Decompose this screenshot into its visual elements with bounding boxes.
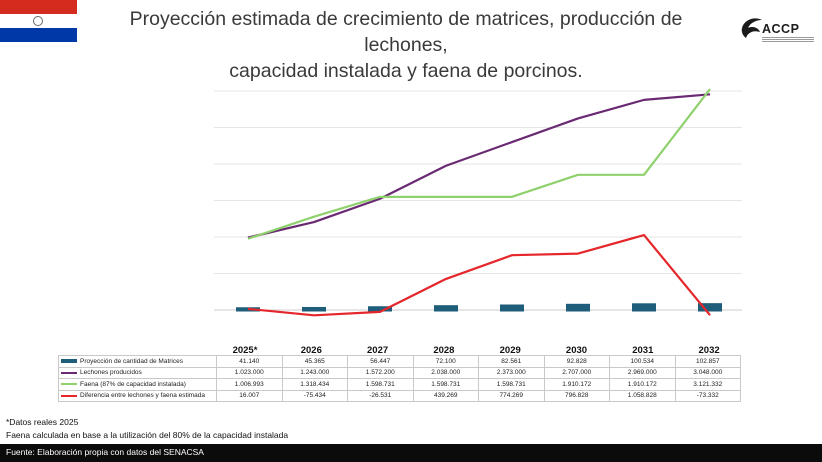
footer-bar: Fuente: Elaboración propia con datos del… [0, 444, 822, 462]
x-tick-label: 2029 [500, 345, 521, 356]
legend-key [61, 371, 77, 374]
table-cell: 439.269 [412, 389, 479, 402]
table-row-label: Diferencia entre lechones y faena estima… [58, 389, 217, 402]
table-cell: 45.365 [281, 355, 348, 368]
table-row-label: Lechones producidos [58, 366, 217, 379]
legend-label: Proyección de cantidad de Matrices [80, 357, 183, 365]
footer-source: Fuente: Elaboración propia con datos del… [6, 447, 204, 457]
series-line [247, 93, 711, 239]
accp-logo: ACCP [738, 12, 816, 48]
table-cell: 2.373.000 [478, 366, 545, 379]
x-tick-label: 2026 [301, 345, 322, 356]
legend-key [61, 359, 77, 364]
table-cell: 102.857 [674, 355, 741, 368]
table-cell: 1.572.200 [347, 366, 414, 379]
x-tick-label: 2032 [699, 345, 720, 356]
series-line [247, 88, 711, 240]
table-cell: 2.707.000 [543, 366, 610, 379]
table-cell: 1.598.731 [412, 378, 479, 391]
table-cell: 3.048.000 [674, 366, 741, 379]
table-cell: 1.243.000 [281, 366, 348, 379]
x-tick-label: 2027 [367, 345, 388, 356]
table-cell: 41.140 [216, 355, 283, 368]
title-line-2: capacidad instalada y faena de porcinos. [229, 60, 583, 82]
table-cell: 1.023.000 [216, 366, 283, 379]
logo-text: ACCP [762, 22, 800, 36]
table-cell: 2.969.000 [609, 366, 676, 379]
page-title: Proyección estimada de crecimiento de ma… [90, 6, 722, 84]
title-line-1: Proyección estimada de crecimiento de ma… [129, 8, 683, 56]
table-cell: 1.910.172 [543, 378, 610, 391]
table-cell: 1.910.172 [609, 378, 676, 391]
bar-matrices [434, 305, 458, 312]
table-cell: 1.598.731 [478, 378, 545, 391]
table-cell: 2.038.000 [412, 366, 479, 379]
bar-matrices [500, 304, 524, 312]
table-cell: 1.058.828 [609, 389, 676, 402]
x-tick-label: 2025* [233, 345, 258, 356]
data-table: Proyección de cantidad de Matrices 41.140… [58, 355, 741, 402]
paraguay-flag-icon [0, 0, 77, 42]
legend-key [61, 394, 77, 397]
table-cell: 100.534 [609, 355, 676, 368]
legend-label: Faena (87% de capacidad instalada) [80, 380, 186, 388]
legend-key [61, 383, 77, 386]
x-tick-label: 2030 [566, 345, 587, 356]
table-row: Faena (87% de capacidad instalada) 1.006.… [58, 378, 741, 391]
table-cell: 82.561 [478, 355, 545, 368]
accp-pig-logo-icon [741, 18, 762, 38]
legend-label: Lechones producidos [80, 369, 142, 377]
x-tick-label: 2028 [433, 345, 454, 356]
table-row: Proyección de cantidad de Matrices 41.140… [58, 355, 741, 368]
bar-matrices [632, 303, 656, 312]
table-cell: 1.598.731 [347, 378, 414, 391]
table-cell: 1.006.993 [216, 378, 283, 391]
table-cell: 774.269 [478, 389, 545, 402]
table-row-label: Faena (87% de capacidad instalada) [58, 378, 217, 391]
table-cell: 72.100 [412, 355, 479, 368]
x-tick-label: 2031 [632, 345, 654, 356]
table-cell: -26.531 [347, 389, 414, 402]
table-cell: -75.434 [281, 389, 348, 402]
note-real-data: *Datos reales 2025 [6, 417, 79, 427]
table-cell: 3.121.332 [674, 378, 741, 391]
legend-label: Diferencia entre lechones y faena estima… [80, 392, 206, 400]
table-row: Lechones producidos 1.023.000 1.243.000 1.5… [58, 366, 741, 379]
table-cell: 1.318.434 [281, 378, 348, 391]
table-row-label: Proyección de cantidad de Matrices [58, 355, 217, 368]
table-cell: 56.447 [347, 355, 414, 368]
logo-subtext-lines [762, 37, 814, 42]
bar-matrices [698, 303, 722, 312]
table-cell: 16.007 [216, 389, 283, 402]
bar-matrices [566, 303, 590, 312]
note-faena-calculation: Faena calculada en base a la utilización… [6, 430, 289, 440]
bar-matrices [302, 306, 326, 312]
bar-matrices [368, 306, 392, 312]
table-row: Diferencia entre lechones y faena estima… [58, 389, 741, 402]
table-cell: 796.828 [543, 389, 610, 402]
table-cell: -73.332 [674, 389, 741, 402]
series-line [247, 233, 711, 317]
table-cell: 92.828 [543, 355, 610, 368]
